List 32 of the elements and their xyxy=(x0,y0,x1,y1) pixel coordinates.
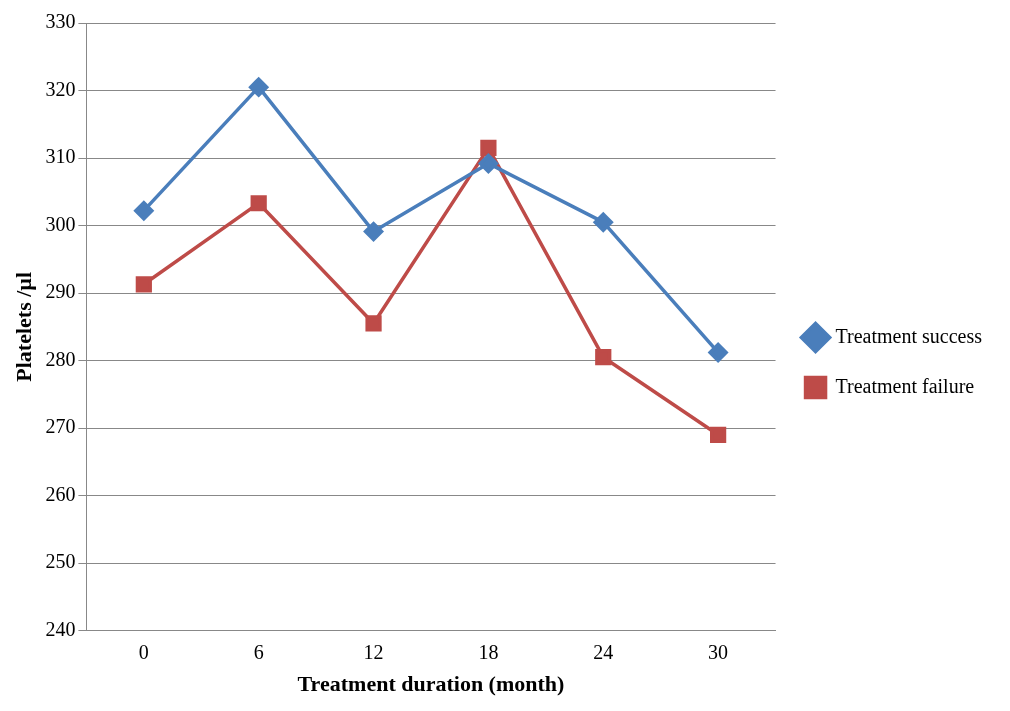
point xyxy=(593,212,614,232)
point xyxy=(250,195,267,212)
y-tick-label: 240 xyxy=(45,617,76,640)
point xyxy=(480,139,497,157)
y-tick-label: 290 xyxy=(45,280,76,303)
y-tick-label: 250 xyxy=(45,550,76,573)
point xyxy=(248,77,269,97)
legend-label: Treatment failure xyxy=(835,374,975,397)
point xyxy=(135,276,152,293)
y-tick-label: 310 xyxy=(45,145,76,168)
y-tick-label: 300 xyxy=(45,212,76,235)
y-tick-label: 260 xyxy=(45,482,76,505)
y-tick-label: 270 xyxy=(45,415,76,438)
x-axis-title: Treatment duration (month) xyxy=(297,671,565,697)
legend-label: Treatment success xyxy=(835,324,983,347)
point xyxy=(365,315,382,332)
y-tick-label: 330 xyxy=(45,10,76,33)
y-axis-title: Platelets /µl xyxy=(10,271,36,382)
point xyxy=(708,342,728,363)
point xyxy=(478,153,499,174)
y-tick-label: 320 xyxy=(45,77,76,100)
x-tick-label: 30 xyxy=(708,640,729,663)
point xyxy=(595,349,612,366)
point xyxy=(710,426,727,443)
point xyxy=(363,221,384,242)
x-tick-label: 24 xyxy=(593,640,614,663)
y-tick-label: 280 xyxy=(45,347,76,370)
x-tick-label: 6 xyxy=(253,640,264,663)
point xyxy=(134,200,154,221)
x-tick-label: 18 xyxy=(478,640,499,663)
x-tick-label: 12 xyxy=(363,640,384,663)
x-tick-label: 0 xyxy=(138,640,149,663)
